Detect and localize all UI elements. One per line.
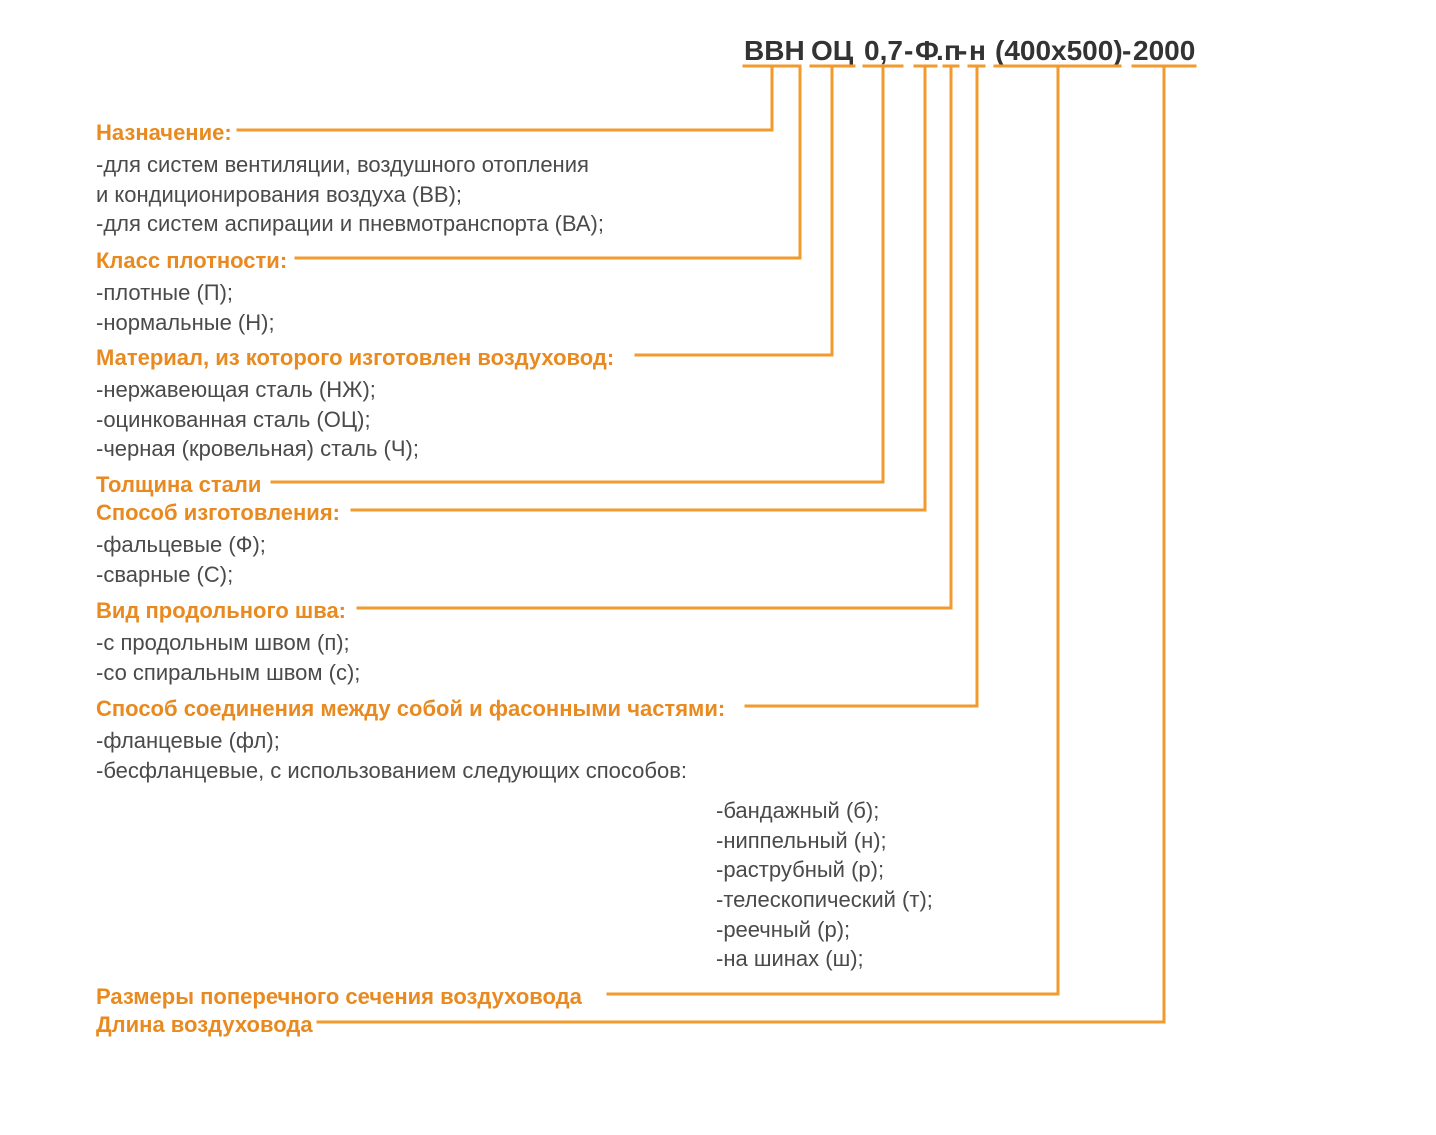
body-line: -для систем вентиляции, воздушного отопл… [96,150,604,180]
sublist-line: -реечный (р); [716,915,933,945]
body-line: -сварные (С); [96,560,266,590]
body-line: -черная (кровельная) сталь (Ч); [96,434,419,464]
title-token: ОЦ [811,35,853,67]
section-body: -плотные (П);-нормальные (Н); [96,278,275,337]
section-heading: Вид продольного шва: [96,598,346,624]
join-sublist: -бандажный (б);-ниппельный (н);-раструбн… [716,796,933,974]
section-body: -нержавеющая сталь (НЖ);-оцинкованная ст… [96,375,419,464]
sublist-line: -телескопический (т); [716,885,933,915]
title-token: 0,7 [864,35,903,67]
section-heading: Класс плотности: [96,248,287,274]
section-heading: Способ соединения между собой и фасонным… [96,696,725,722]
body-line: -плотные (П); [96,278,275,308]
section-body: -с продольным швом (п);-со спиральным шв… [96,628,360,687]
body-line: -нормальные (Н); [96,308,275,338]
section-heading: Назначение: [96,120,232,146]
body-line: -с продольным швом (п); [96,628,360,658]
title-token: н [969,35,986,67]
section-body: -фальцевые (Ф);-сварные (С); [96,530,266,589]
title-token: . [936,35,944,67]
title-token: ВВН [744,35,805,67]
sublist-line: -бандажный (б); [716,796,933,826]
body-line: и кондиционирования воздуха (ВВ); [96,180,604,210]
sublist-line: -раструбный (р); [716,855,933,885]
title-token: - [904,35,913,67]
section-heading: Длина воздуховода [96,1012,313,1038]
body-line: -фальцевые (Ф); [96,530,266,560]
section-body: -для систем вентиляции, воздушного отопл… [96,150,604,239]
section-heading: Материал, из которого изготовлен воздухо… [96,345,614,371]
body-line: -для систем аспирации и пневмотранспорта… [96,209,604,239]
title-token: 2000 [1133,35,1195,67]
title-token: - [1122,35,1131,67]
body-line: -бесфланцевые, с использованием следующи… [96,756,687,786]
sublist-line: -на шинах (ш); [716,944,933,974]
section-heading: Толщина стали [96,472,261,498]
sublist-line: -ниппельный (н); [716,826,933,856]
body-line: -фланцевые (фл); [96,726,687,756]
body-line: -оцинкованная сталь (ОЦ); [96,405,419,435]
title-token: (400х500) [995,35,1123,67]
body-line: -нержавеющая сталь (НЖ); [96,375,419,405]
section-heading: Размеры поперечного сечения воздуховода [96,984,582,1010]
body-line: -со спиральным швом (с); [96,658,360,688]
section-heading: Способ изготовления: [96,500,340,526]
section-body: -фланцевые (фл);-бесфланцевые, с использ… [96,726,687,785]
title-token: - [958,35,967,67]
